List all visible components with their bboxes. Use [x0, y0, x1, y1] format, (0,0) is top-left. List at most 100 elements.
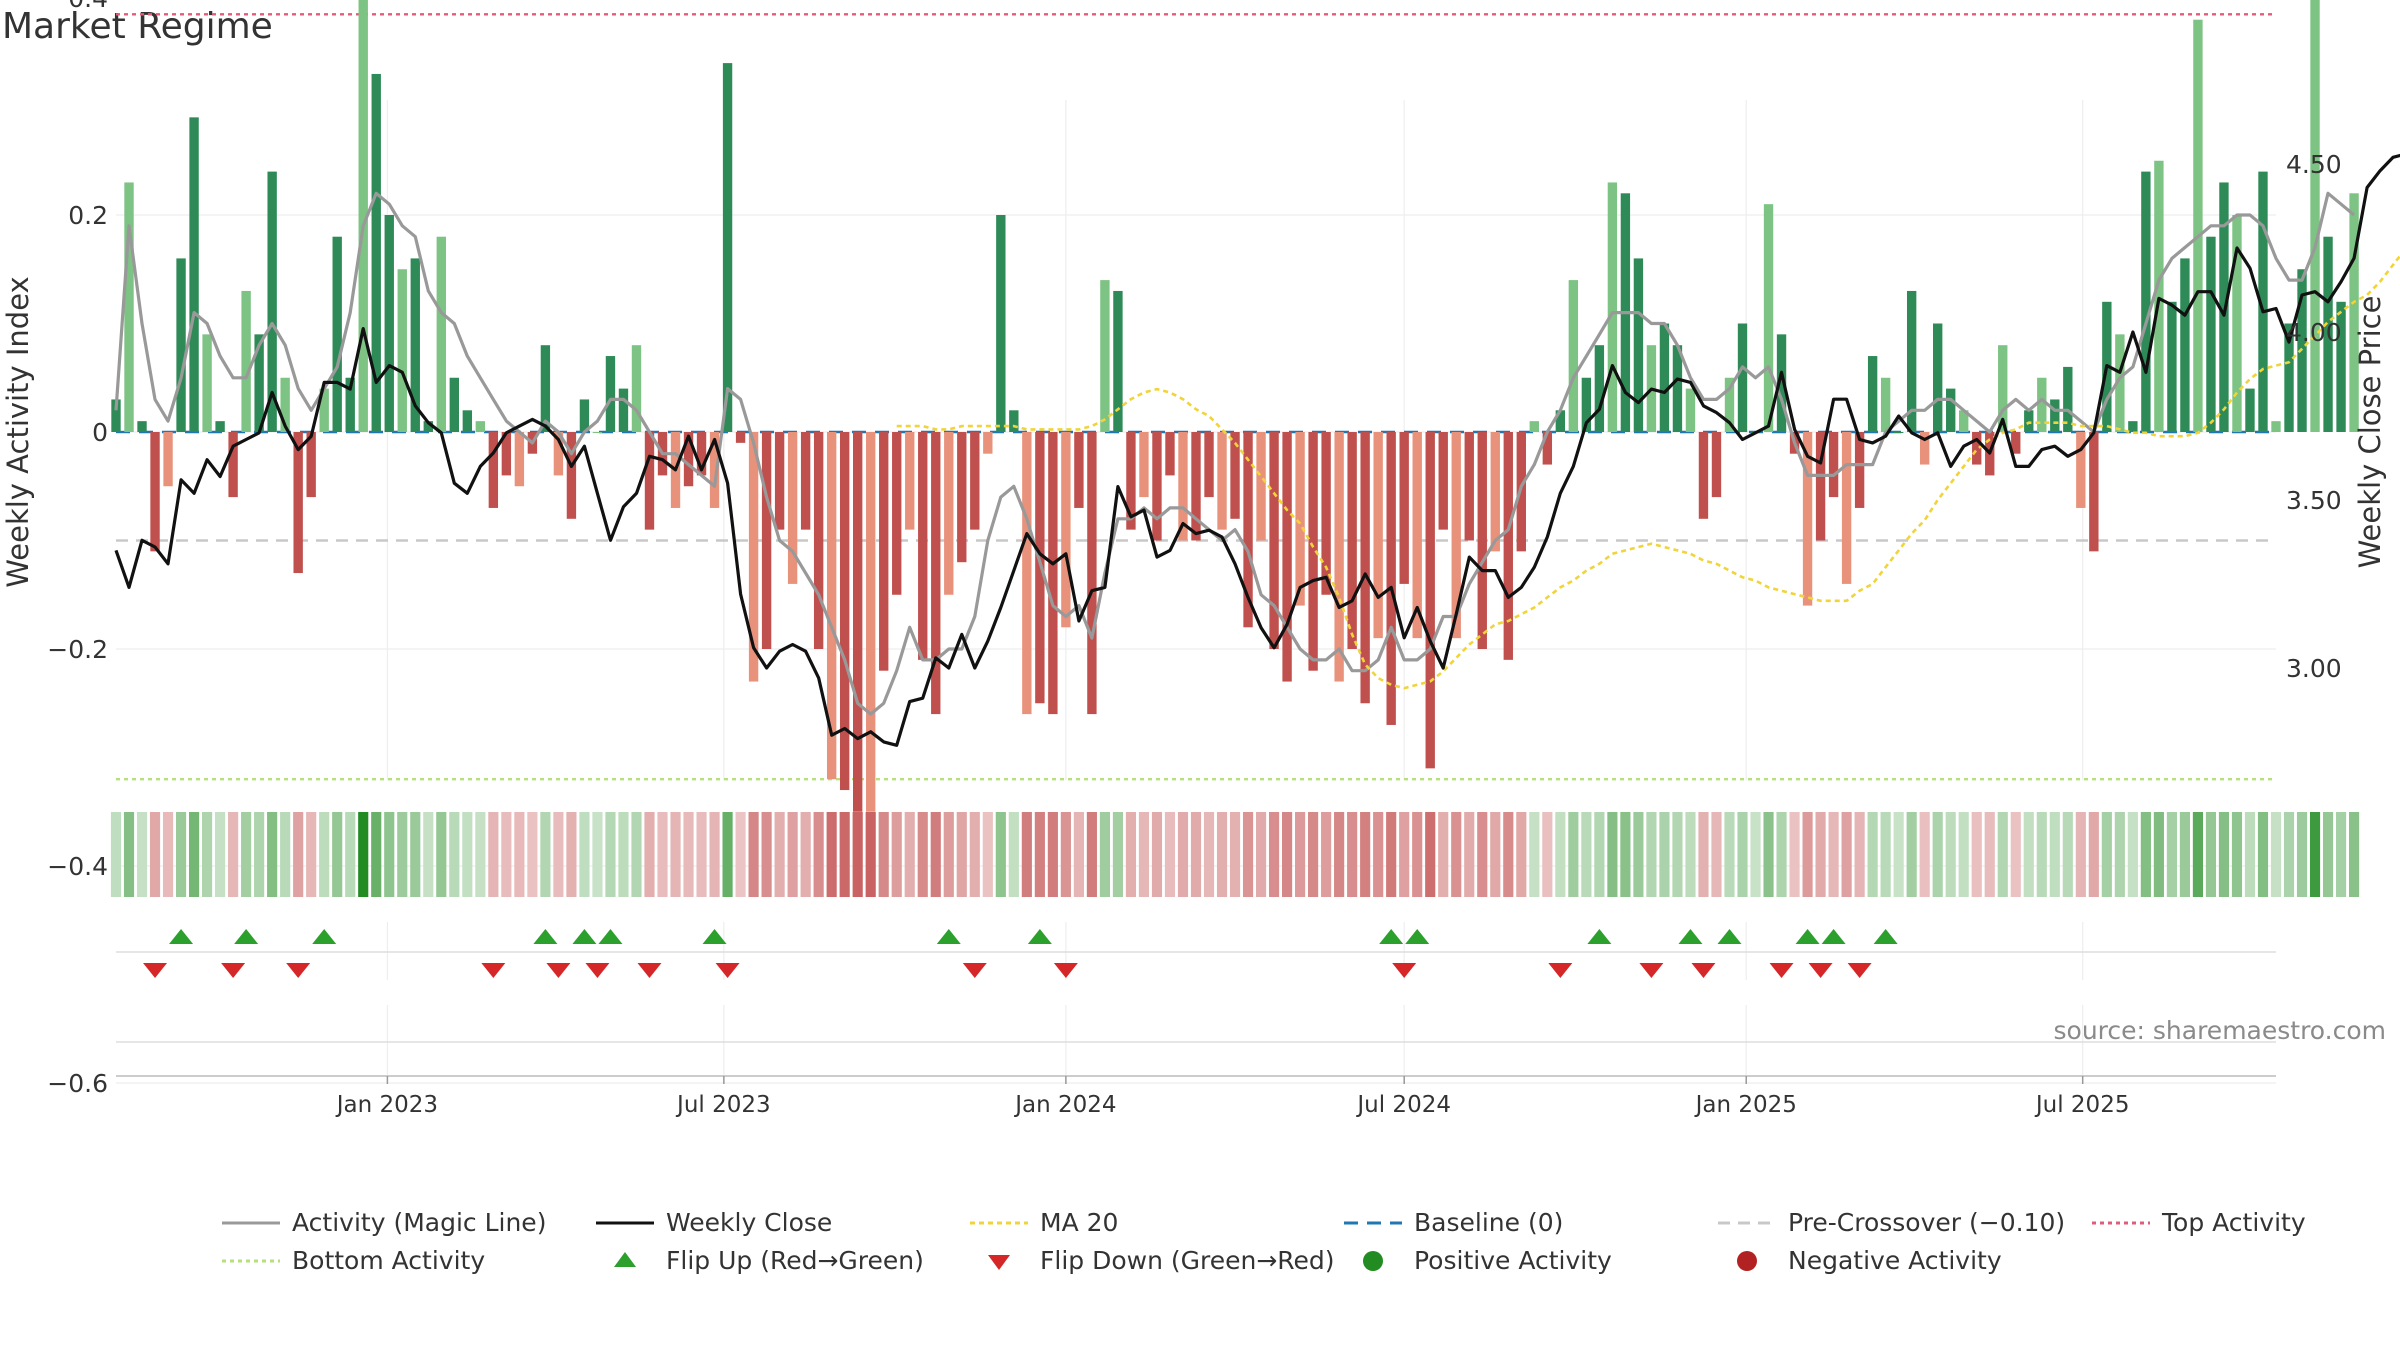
regime-cell — [2023, 812, 2034, 897]
regime-cell — [1334, 812, 1345, 897]
activity-bar — [2024, 410, 2034, 432]
regime-cell — [1763, 812, 1774, 897]
activity-bar — [1828, 432, 1839, 498]
regime-cell — [1893, 812, 1904, 897]
activity-bar — [1529, 421, 1539, 432]
regime-cell — [1542, 812, 1553, 897]
regime-cell — [1503, 812, 1514, 897]
regime-cell — [110, 812, 122, 897]
activity-bar — [2232, 215, 2242, 432]
y-tick-left: 0 — [92, 418, 108, 447]
regime-cell — [1373, 812, 1384, 897]
activity-bar — [2141, 171, 2151, 432]
regime-cell — [1828, 812, 1839, 897]
activity-bar — [787, 432, 798, 584]
activity-bar — [1841, 432, 1852, 584]
regime-cell — [540, 812, 551, 897]
activity-bar — [592, 432, 603, 433]
activity-bar — [1386, 432, 1396, 725]
flip-up-marker — [1379, 929, 1404, 944]
regime-cell — [722, 812, 733, 897]
activity-bar — [1698, 432, 1709, 519]
regime-cell — [1906, 812, 1917, 897]
activity-bar — [462, 410, 473, 432]
legend-swatch-flipdown — [988, 1255, 1010, 1270]
regime-cell — [683, 812, 694, 897]
legend-swatch-neg — [1737, 1251, 1757, 1271]
activity-bar — [683, 432, 694, 487]
flip-down-marker — [1392, 963, 1417, 978]
activity-bar — [1204, 432, 1214, 498]
regime-cell — [2270, 812, 2282, 897]
activity-bar — [1334, 432, 1344, 682]
regime-cell — [1568, 812, 1579, 897]
activity-bar — [826, 432, 837, 780]
ma20-line — [896, 253, 2400, 690]
activity-bar — [1685, 388, 1696, 432]
activity-bar — [436, 236, 446, 432]
regime-cell — [2231, 812, 2243, 897]
regime-cell — [2049, 812, 2060, 897]
flip-down-marker — [1639, 963, 1664, 978]
legend-swatch-pos — [1363, 1251, 1383, 1271]
regime-cell — [592, 812, 603, 897]
regime-cell — [1919, 812, 1930, 897]
regime-cell — [1321, 812, 1332, 897]
flip-up-marker — [1678, 929, 1703, 944]
activity-bar — [1269, 432, 1279, 649]
activity-bar — [280, 377, 290, 432]
regime-cell — [1229, 812, 1241, 897]
flip-down-marker — [1808, 963, 1833, 978]
x-axis: Jan 2023 Jul 2023 Jan 2024 Jul 2024 Jan 2025… — [116, 1041, 2276, 1118]
regime-cell — [188, 812, 200, 897]
regime-cell — [2101, 812, 2112, 897]
flip-down-marker — [1847, 963, 1872, 978]
activity-bar — [1959, 410, 1969, 432]
activity-bar — [1477, 432, 1487, 649]
flip-up-marker — [1795, 929, 1820, 944]
regime-cell — [1008, 812, 1019, 897]
flip-down-marker — [962, 963, 987, 978]
activity-bar — [1776, 334, 1787, 432]
activity-bar — [202, 334, 212, 432]
flip-up-marker — [1405, 929, 1430, 944]
legend-label: Flip Up (Red→Green) — [666, 1246, 924, 1275]
legend-swatch-top — [2092, 1221, 2150, 1225]
activity-bar — [553, 432, 564, 476]
activity-bar — [1802, 432, 1813, 606]
activity-bar — [800, 432, 811, 530]
regime-cell — [1034, 812, 1045, 897]
regime-cell — [1867, 812, 1878, 897]
activity-bar — [124, 182, 134, 432]
regime-cell — [1138, 812, 1150, 897]
flip-markers — [116, 929, 2276, 978]
activity-bar — [1126, 432, 1136, 530]
regime-cell — [1958, 812, 1969, 897]
magic-line — [114, 191, 2356, 716]
activity-bar — [1815, 432, 1826, 541]
regime-cell — [631, 812, 642, 897]
regime-cell — [969, 812, 980, 897]
y-tick-right: 4.00 — [2286, 318, 2342, 347]
regime-cell — [1164, 812, 1176, 897]
activity-bar — [189, 117, 199, 432]
regime-cell — [267, 812, 278, 897]
regime-cell — [1776, 812, 1787, 897]
activity-bar — [1308, 432, 1318, 671]
regime-cell — [1268, 812, 1280, 897]
regime-cell — [1242, 812, 1254, 897]
regime-cell — [891, 812, 902, 897]
activity-bar — [1347, 432, 1357, 649]
regime-cell — [162, 812, 174, 897]
regime-cell — [1216, 812, 1228, 897]
activity-bar — [1438, 432, 1448, 530]
regime-cell — [475, 812, 486, 897]
activity-bar — [2206, 236, 2216, 432]
regime-cell — [2257, 812, 2269, 897]
activity-bar — [1854, 432, 1865, 508]
flip-down-marker — [637, 963, 662, 978]
activity-bar — [905, 432, 915, 530]
flip-up-marker — [702, 929, 727, 944]
flip-down-marker — [221, 963, 246, 978]
regime-cell — [1581, 812, 1592, 897]
